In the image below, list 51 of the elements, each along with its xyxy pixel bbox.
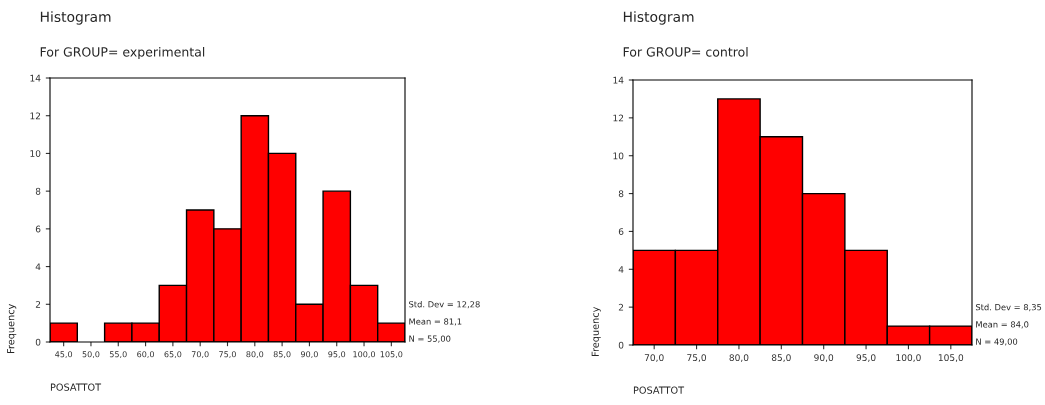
x-axis-title: POSATTOT <box>50 383 102 391</box>
y-tick-label: 6 <box>618 228 624 235</box>
x-tick-label: 80,0 <box>246 351 264 359</box>
x-tick-label: 100,0 <box>353 351 376 359</box>
y-tick-label: 0 <box>618 341 624 349</box>
y-tick-label: 2 <box>618 303 624 311</box>
y-tick-label: 10 <box>613 152 624 160</box>
text: N = 49,00 <box>976 338 1018 346</box>
y-tick-label: 12 <box>613 114 624 122</box>
x-tick-label: 50,0 <box>82 351 100 359</box>
text: Mean = 81,1 <box>409 318 462 326</box>
y-tick-label: 6 <box>35 225 41 233</box>
chart-subtitle: For GROUP= control <box>623 46 748 57</box>
text: Std. Dev = 8,35 <box>975 303 1042 312</box>
y-axis-title: Frequency <box>591 306 601 356</box>
y-tick-label: 10 <box>30 150 41 157</box>
x-tick-label: 55,0 <box>109 351 127 359</box>
x-tick-label: 95,0 <box>328 351 346 359</box>
x-tick-label: 85,0 <box>771 354 791 362</box>
y-tick-label: 8 <box>35 187 41 195</box>
x-axis-title: POSATTOT <box>633 386 685 394</box>
x-tick-label: 80,0 <box>729 354 749 362</box>
x-tick-label: 70,0 <box>191 351 209 359</box>
x-tick-label: 100,0 <box>896 354 921 362</box>
y-axis-title: Frequency <box>7 303 17 353</box>
y-tick-label: 14 <box>613 76 624 84</box>
x-tick-label: 75,0 <box>687 354 707 362</box>
x-tick-label: 90,0 <box>300 351 318 359</box>
y-tick-label: 2 <box>35 301 41 308</box>
chart-subtitle: For GROUP= experimental <box>40 46 205 60</box>
text: Mean = 84,0 <box>976 321 1029 329</box>
x-tick-label: 70,0 <box>644 354 664 362</box>
y-tick-label: 8 <box>618 190 624 198</box>
x-tick-label: 95,0 <box>856 354 876 362</box>
x-tick-label: 65,0 <box>164 351 182 359</box>
x-tick-label: 90,0 <box>814 354 834 362</box>
x-tick-label: 45,0 <box>55 351 73 359</box>
text: Std. Dev = 12,28 <box>409 301 480 309</box>
x-tick-label: 75,0 <box>219 351 236 359</box>
chart-title: Histogram <box>623 11 694 25</box>
x-tick-label: 60,0 <box>137 351 155 359</box>
y-tick-label: 12 <box>30 112 41 120</box>
x-tick-label: 85,0 <box>273 351 291 359</box>
x-tick-label: 105,0 <box>380 351 403 359</box>
text: N = 55,00 <box>409 335 451 343</box>
y-tick-label: 4 <box>618 266 624 273</box>
chart-title: Histogram <box>40 11 111 25</box>
y-tick-label: 4 <box>35 263 41 270</box>
y-tick-label: 0 <box>35 338 41 346</box>
y-tick-label: 14 <box>30 74 41 82</box>
x-tick-label: 105,0 <box>938 354 964 362</box>
